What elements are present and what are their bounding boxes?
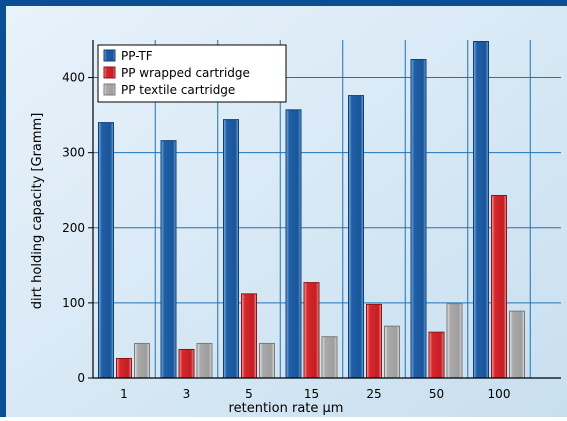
bar-pp-tf-50 xyxy=(410,59,427,379)
bar-pp-tf-1 xyxy=(98,122,114,379)
legend-swatch xyxy=(103,83,116,96)
bar-pp-tf-25 xyxy=(348,95,364,379)
x-tick-label: 100 xyxy=(488,387,511,401)
bar-pp-textile-cartridge-3 xyxy=(196,342,213,379)
tick-labels: 0 100 200 300 400 1 3 5 15 25 50 100 xyxy=(62,71,510,401)
x-tick-label: 50 xyxy=(429,387,444,401)
legend-entry: PP wrapped cartridge xyxy=(121,66,250,80)
y-axis-label: dirt holding capacity [Gramm] xyxy=(30,113,45,310)
bar-pp-wrapped-cartridge-100 xyxy=(491,194,507,379)
bar-pp-wrapped-cartridge-1 xyxy=(116,357,132,379)
bar-pp-tf-100 xyxy=(473,41,489,379)
axes xyxy=(88,40,561,379)
x-tick-label: 25 xyxy=(366,387,381,401)
x-tick-label: 15 xyxy=(304,387,319,401)
bar-pp-textile-cartridge-25 xyxy=(384,325,400,379)
y-tick-label: 400 xyxy=(62,71,85,85)
y-tick-label: 0 xyxy=(77,371,85,385)
bar-pp-textile-cartridge-100 xyxy=(509,310,525,379)
bar-pp-tf-15 xyxy=(285,109,302,379)
x-tick-label: 3 xyxy=(183,387,191,401)
x-tick-label: 1 xyxy=(120,387,128,401)
y-tick-label: 300 xyxy=(62,146,85,160)
bar-pp-wrapped-cartridge-5 xyxy=(241,293,257,379)
bar-pp-textile-cartridge-50 xyxy=(446,303,463,379)
bar-pp-tf-5 xyxy=(223,119,239,379)
bar-pp-tf-3 xyxy=(160,140,177,379)
legend: PP-TF PP wrapped cartridge PP textile cart… xyxy=(97,44,287,103)
bar-pp-wrapped-cartridge-3 xyxy=(178,348,195,379)
bar-pp-textile-cartridge-5 xyxy=(259,342,275,379)
bars xyxy=(98,41,525,379)
legend-swatch xyxy=(103,66,116,79)
x-tick-label: 5 xyxy=(245,387,253,401)
y-tick-label: 100 xyxy=(62,296,85,310)
bar-pp-wrapped-cartridge-50 xyxy=(428,331,445,379)
bar-pp-wrapped-cartridge-25 xyxy=(366,303,382,379)
legend-entry: PP-TF xyxy=(121,49,153,63)
legend-box xyxy=(97,44,287,103)
legend-entry: PP textile cartridge xyxy=(121,83,235,97)
y-tick-label: 200 xyxy=(62,221,85,235)
legend-swatch xyxy=(103,49,116,62)
bar-pp-textile-cartridge-1 xyxy=(134,342,150,379)
bar-pp-wrapped-cartridge-15 xyxy=(303,282,320,379)
bar-pp-textile-cartridge-15 xyxy=(321,336,338,379)
x-axis-label: retention rate µm xyxy=(229,401,344,416)
